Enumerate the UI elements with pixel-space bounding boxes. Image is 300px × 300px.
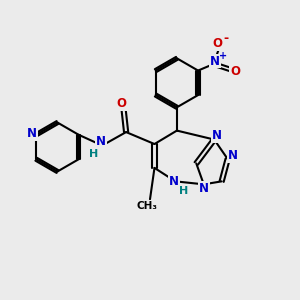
Text: -: - (223, 32, 228, 44)
Text: H: H (89, 149, 98, 160)
Text: N: N (169, 175, 179, 188)
Text: N: N (212, 129, 222, 142)
Text: N: N (228, 149, 238, 163)
Text: CH₃: CH₃ (136, 201, 158, 211)
Text: N: N (96, 135, 106, 148)
Text: O: O (212, 37, 223, 50)
Text: +: + (219, 51, 227, 61)
Text: H: H (179, 186, 188, 196)
Text: N: N (27, 127, 37, 140)
Text: O: O (117, 97, 127, 110)
Text: N: N (199, 182, 209, 195)
Text: O: O (230, 65, 240, 78)
Text: N: N (210, 55, 220, 68)
